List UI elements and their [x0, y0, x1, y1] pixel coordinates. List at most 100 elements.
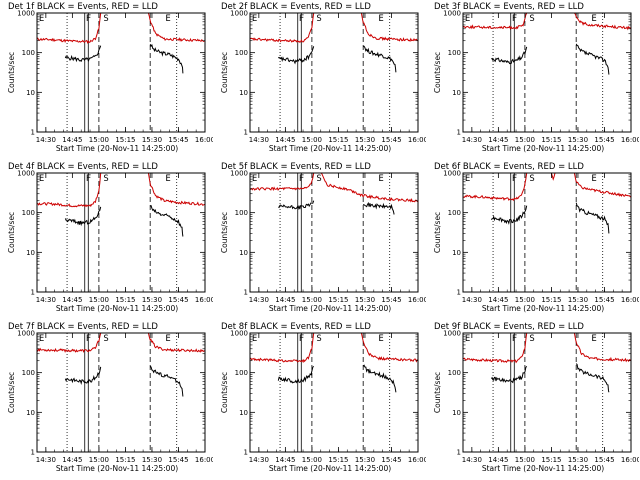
y-tick-label: 1000	[443, 330, 461, 338]
lld-series-line	[36, 332, 206, 353]
x-tick-label: 15:15	[541, 456, 561, 464]
x-tick-label: 15:00	[89, 456, 109, 464]
y-tick-label: 1000	[17, 10, 35, 18]
marker-label: F	[299, 14, 304, 24]
x-tick-label: 14:45	[488, 296, 508, 304]
events-series-line	[277, 365, 315, 384]
x-tick-label: 15:00	[302, 136, 322, 144]
x-tick-label: 15:15	[541, 136, 561, 144]
marker-label: S	[103, 14, 108, 24]
x-tick-label: 14:30	[36, 136, 56, 144]
x-tick-label: 14:30	[462, 136, 482, 144]
plot-frame	[36, 12, 206, 133]
x-tick-label: 15:15	[115, 136, 135, 144]
x-tick-label: 15:00	[89, 136, 109, 144]
y-tick-label: 1	[244, 289, 248, 297]
y-tick-label: 100	[448, 49, 461, 57]
y-tick-label: 10	[239, 249, 248, 257]
marker-label: E	[378, 174, 383, 184]
x-axis-label: Start Time (20-Nov-11 14:25:00)	[482, 464, 604, 473]
marker-label: E	[378, 334, 383, 344]
x-tick-label: 16:00	[408, 456, 426, 464]
marker-label: E	[465, 334, 470, 344]
x-tick-label: 14:45	[275, 456, 295, 464]
marker-label: F	[299, 174, 304, 184]
marker-label: S	[529, 334, 534, 344]
x-axis-label: Start Time (20-Nov-11 14:25:00)	[56, 304, 178, 313]
plot-frame	[462, 172, 632, 293]
y-tick-label: 100	[22, 209, 35, 217]
x-tick-label: 16:00	[195, 456, 213, 464]
lld-series-line	[462, 12, 632, 31]
x-tick-label: 14:30	[249, 136, 269, 144]
events-series-line	[278, 46, 315, 65]
x-tick-label: 15:30	[568, 296, 588, 304]
y-axis-label: Counts/sec	[220, 52, 229, 93]
marker-label: F	[86, 174, 91, 184]
x-tick-label: 15:00	[89, 296, 109, 304]
x-tick-label: 15:45	[381, 136, 401, 144]
y-tick-label: 100	[235, 49, 248, 57]
x-tick-label: 15:45	[168, 296, 188, 304]
marker-label: S	[316, 334, 321, 344]
x-tick-label: 14:30	[462, 456, 482, 464]
panel-title: Det 5f BLACK = Events, RED = LLD	[221, 162, 371, 172]
marker-label: E	[591, 174, 596, 184]
y-tick-label: 100	[22, 369, 35, 377]
y-tick-label: 1	[457, 129, 461, 137]
lld-series-line	[249, 172, 419, 203]
x-tick-label: 14:30	[249, 296, 269, 304]
marker-label: E	[165, 14, 170, 24]
y-tick-label: 1000	[443, 10, 461, 18]
marker-label: S	[529, 174, 534, 184]
panel-title: Det 7f BLACK = Events, RED = LLD	[8, 322, 158, 332]
events-series-line	[64, 366, 102, 386]
events-series-line	[490, 205, 528, 225]
y-axis-label: Counts/sec	[220, 372, 229, 413]
y-axis-label: Counts/sec	[7, 212, 16, 253]
x-tick-label: 15:00	[515, 456, 535, 464]
marker-label: E	[591, 334, 596, 344]
x-tick-label: 14:45	[488, 456, 508, 464]
marker-label: E	[165, 334, 170, 344]
marker-label: S	[529, 14, 534, 24]
events-series-line	[149, 204, 184, 237]
panel-chart: Det 6f BLACK = Events, RED = LLD E F S E 1 10 1…	[433, 162, 639, 313]
y-tick-label: 1	[457, 289, 461, 297]
events-series-line	[575, 202, 610, 234]
events-series-line	[575, 363, 610, 393]
detector-panel-2: Det 2f BLACK = Events, RED = LLD E F S E 1 10 1…	[213, 0, 426, 160]
plot-frame	[249, 12, 419, 133]
y-tick-label: 10	[239, 409, 248, 417]
marker-label: E	[465, 14, 470, 24]
events-series-line	[64, 45, 102, 63]
x-tick-label: 15:15	[328, 296, 348, 304]
events-series-line	[149, 43, 184, 74]
x-tick-label: 15:30	[142, 456, 162, 464]
x-tick-label: 14:45	[275, 296, 295, 304]
x-tick-label: 15:30	[355, 456, 375, 464]
marker-label: E	[252, 14, 257, 24]
events-series-line	[363, 45, 397, 73]
x-tick-label: 14:30	[249, 456, 269, 464]
panel-title: Det 3f BLACK = Events, RED = LLD	[434, 2, 584, 12]
events-series-line	[575, 43, 610, 75]
y-tick-label: 100	[22, 49, 35, 57]
x-tick-label: 15:00	[302, 296, 322, 304]
y-axis-label: Counts/sec	[433, 52, 442, 93]
x-tick-label: 14:45	[62, 456, 82, 464]
detector-panel-4: Det 4f BLACK = Events, RED = LLD E F S E 1 10 1…	[0, 160, 213, 320]
lld-series-line	[37, 172, 206, 208]
x-tick-label: 14:45	[62, 296, 82, 304]
y-tick-label: 10	[26, 89, 35, 97]
panel-title: Det 9f BLACK = Events, RED = LLD	[434, 322, 584, 332]
y-tick-label: 1	[31, 449, 35, 457]
x-tick-label: 15:45	[594, 136, 614, 144]
panel-title: Det 8f BLACK = Events, RED = LLD	[221, 322, 371, 332]
events-series-line	[278, 200, 315, 211]
x-axis-label: Start Time (20-Nov-11 14:25:00)	[269, 304, 391, 313]
y-tick-label: 1000	[230, 330, 248, 338]
panel-title: Det 6f BLACK = Events, RED = LLD	[434, 162, 584, 172]
marker-label: F	[512, 14, 517, 24]
